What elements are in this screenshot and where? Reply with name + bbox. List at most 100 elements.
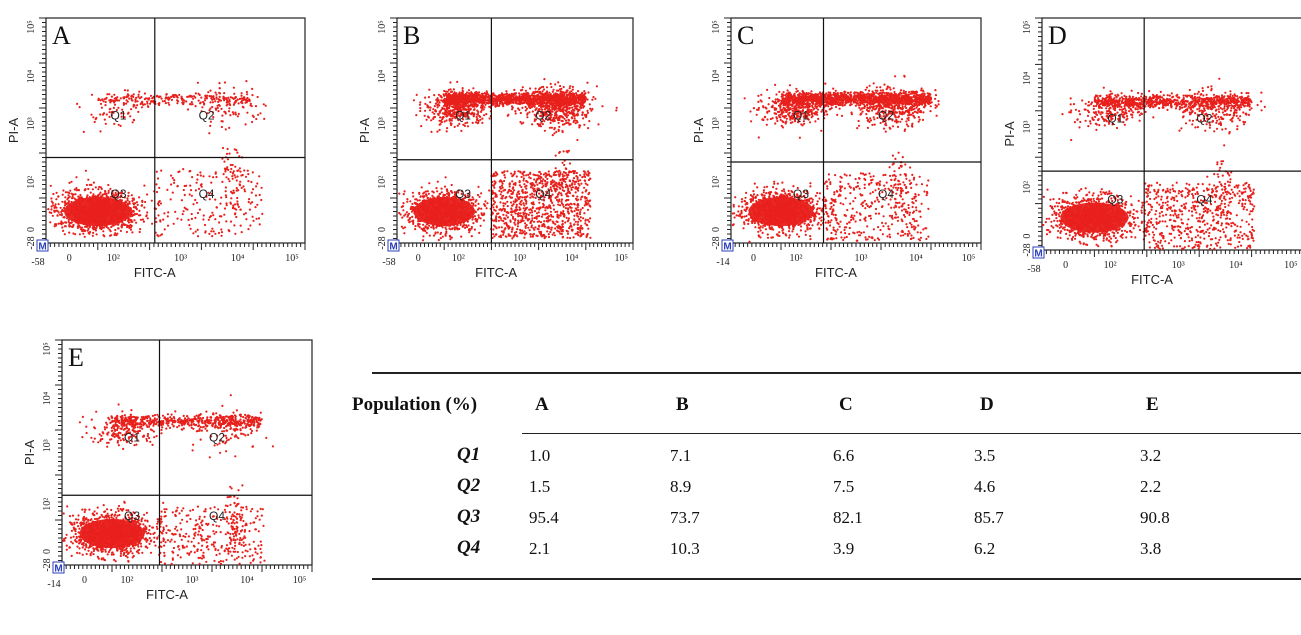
event-point <box>506 216 509 219</box>
event-point <box>588 172 591 175</box>
event-point <box>76 225 79 228</box>
event-point <box>550 175 553 178</box>
event-point <box>90 93 94 96</box>
event-point <box>262 103 265 106</box>
event-point <box>556 229 559 232</box>
event-point <box>535 174 539 177</box>
event-point <box>91 226 94 229</box>
event-point <box>232 113 235 116</box>
event-point <box>239 224 242 227</box>
event-point <box>579 216 582 219</box>
event-point <box>255 117 258 121</box>
event-point <box>256 182 259 185</box>
event-point <box>576 206 579 209</box>
event-point <box>480 213 483 216</box>
event-point <box>207 91 210 94</box>
event-point <box>131 231 134 234</box>
event-point <box>520 199 523 202</box>
event-point <box>225 104 228 107</box>
event-point <box>440 191 443 194</box>
event-point <box>511 187 514 190</box>
event-point <box>258 223 261 226</box>
event-point <box>228 180 231 183</box>
event-point <box>150 100 153 103</box>
event-point <box>577 179 580 183</box>
event-point <box>406 200 409 203</box>
event-point <box>512 173 515 176</box>
event-point <box>560 181 564 184</box>
event-point <box>228 126 231 129</box>
event-point <box>156 234 159 237</box>
event-point <box>233 224 236 227</box>
event-point <box>107 189 110 192</box>
event-point <box>495 227 498 230</box>
event-point <box>552 204 555 207</box>
event-point <box>223 213 226 216</box>
event-point <box>504 202 507 205</box>
event-point <box>501 186 504 189</box>
event-point <box>114 232 117 235</box>
event-point <box>229 201 232 204</box>
event-point <box>494 174 497 177</box>
event-point <box>522 177 526 180</box>
event-point <box>204 94 207 97</box>
event-point <box>552 173 555 177</box>
event-point <box>468 97 471 100</box>
event-point <box>155 183 158 186</box>
event-point <box>104 100 107 104</box>
event-point <box>515 199 518 202</box>
event-point <box>251 171 254 174</box>
event-point <box>254 206 257 209</box>
event-point <box>521 106 524 109</box>
event-point <box>203 99 207 102</box>
event-point <box>552 185 555 188</box>
event-point <box>142 220 145 223</box>
event-point <box>583 212 586 215</box>
event-point <box>517 170 520 173</box>
event-point <box>455 226 458 229</box>
event-point <box>511 180 514 183</box>
event-point <box>500 190 503 193</box>
event-point <box>208 132 211 135</box>
event-point <box>125 201 128 204</box>
event-point <box>147 105 150 108</box>
event-point <box>462 225 465 228</box>
event-point <box>88 225 91 229</box>
event-point <box>70 180 73 183</box>
event-point <box>146 102 149 105</box>
event-point <box>543 223 546 226</box>
event-point <box>577 189 580 192</box>
event-point <box>522 211 525 214</box>
event-point <box>62 189 65 192</box>
event-point <box>232 97 235 100</box>
event-point <box>120 195 123 198</box>
event-point <box>496 212 499 215</box>
event-point <box>114 191 117 195</box>
event-point <box>428 224 431 227</box>
event-point <box>450 183 453 187</box>
event-point <box>477 185 480 188</box>
event-point <box>500 101 503 104</box>
event-point <box>400 205 403 209</box>
event-point <box>150 199 153 202</box>
event-point <box>533 210 537 213</box>
event-point <box>535 207 538 210</box>
event-point <box>235 179 238 182</box>
event-point <box>502 202 505 205</box>
event-point <box>80 228 83 231</box>
event-point <box>141 218 144 221</box>
event-point <box>561 222 564 226</box>
event-point <box>70 221 73 224</box>
event-point <box>460 235 463 238</box>
event-point <box>570 186 573 189</box>
event-point <box>67 194 70 197</box>
event-point <box>140 106 144 109</box>
event-point <box>194 216 197 219</box>
event-point <box>566 203 569 206</box>
event-point <box>220 107 223 110</box>
event-point <box>445 90 448 93</box>
event-point <box>501 197 504 200</box>
event-point <box>204 230 207 233</box>
event-point <box>254 105 258 108</box>
event-point <box>477 207 481 210</box>
